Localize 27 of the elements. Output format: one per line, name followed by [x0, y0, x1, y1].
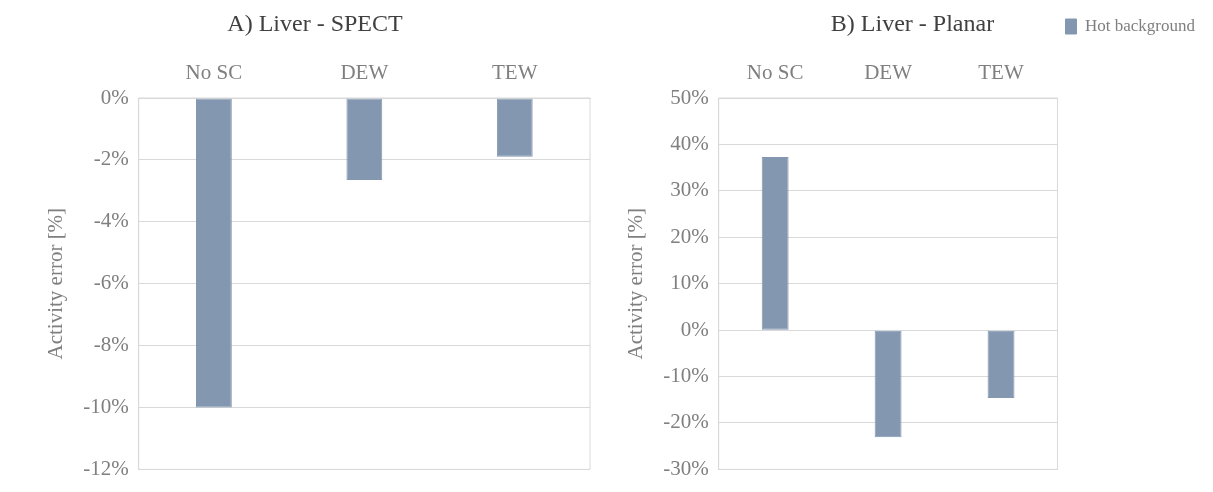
y-tick-label: -10% — [663, 363, 709, 388]
chart-title: A) Liver - SPECT — [227, 9, 403, 36]
x-tick-label: No SC — [746, 59, 804, 84]
y-tick-label: -6% — [93, 270, 129, 295]
y-tick-label: 40% — [670, 130, 709, 155]
chart-title: B) Liver - Planar — [830, 9, 995, 36]
y-axis-title: Activity error [%] — [43, 207, 68, 360]
y-tick-label: -10% — [83, 394, 129, 419]
x-tick-label: TEW — [978, 59, 1024, 84]
y-tick-label: 10% — [670, 270, 709, 295]
y-tick-label: 20% — [670, 223, 709, 248]
legend-label: Hot background — [1085, 15, 1196, 35]
y-tick-label: -20% — [663, 409, 709, 434]
x-tick-label: DEW — [340, 59, 389, 84]
y-tick-label: -8% — [93, 332, 129, 357]
y-tick-label: -12% — [83, 455, 129, 480]
x-tick-label: No SC — [185, 59, 243, 84]
y-tick-label: -4% — [93, 208, 129, 233]
y-axis-title: Activity error [%] — [623, 207, 648, 360]
y-tick-label: 50% — [670, 84, 709, 109]
x-tick-label: TEW — [492, 59, 538, 84]
y-tick-label: -30% — [663, 455, 709, 480]
y-tick-label: 30% — [670, 177, 709, 202]
y-tick-label: -2% — [93, 146, 129, 171]
x-tick-label: DEW — [864, 59, 913, 84]
y-tick-label: 0% — [680, 316, 709, 341]
y-tick-label: 0% — [100, 84, 129, 109]
